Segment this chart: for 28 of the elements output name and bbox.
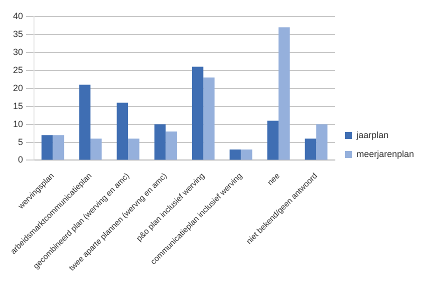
bar [192, 66, 204, 160]
bar [52, 135, 64, 160]
y-tick-label: 10 [12, 118, 24, 129]
bar [304, 138, 316, 160]
legend-label: jaarplan [355, 130, 388, 140]
x-tick-label: nee [266, 170, 282, 188]
bar [90, 138, 102, 160]
bar [278, 27, 290, 160]
bar [240, 149, 252, 160]
bar [230, 149, 241, 160]
y-tick-label: 5 [18, 136, 24, 147]
y-tick-label: 0 [18, 154, 24, 165]
bar [154, 124, 166, 160]
bar [267, 120, 279, 160]
bar [166, 131, 177, 160]
y-tick-label: 15 [12, 100, 24, 111]
y-tick-label: 20 [12, 82, 24, 93]
y-tick-label: 30 [12, 46, 24, 57]
bar [128, 138, 140, 160]
bar [116, 102, 128, 160]
y-tick-label: 25 [12, 64, 24, 75]
bar [42, 135, 53, 160]
bar [203, 78, 215, 160]
legend-label: meerjarenplan [356, 148, 414, 159]
y-tick-label: 40 [12, 10, 24, 21]
bar [79, 84, 90, 160]
y-tick-label: 35 [12, 28, 24, 39]
bar [316, 124, 328, 160]
